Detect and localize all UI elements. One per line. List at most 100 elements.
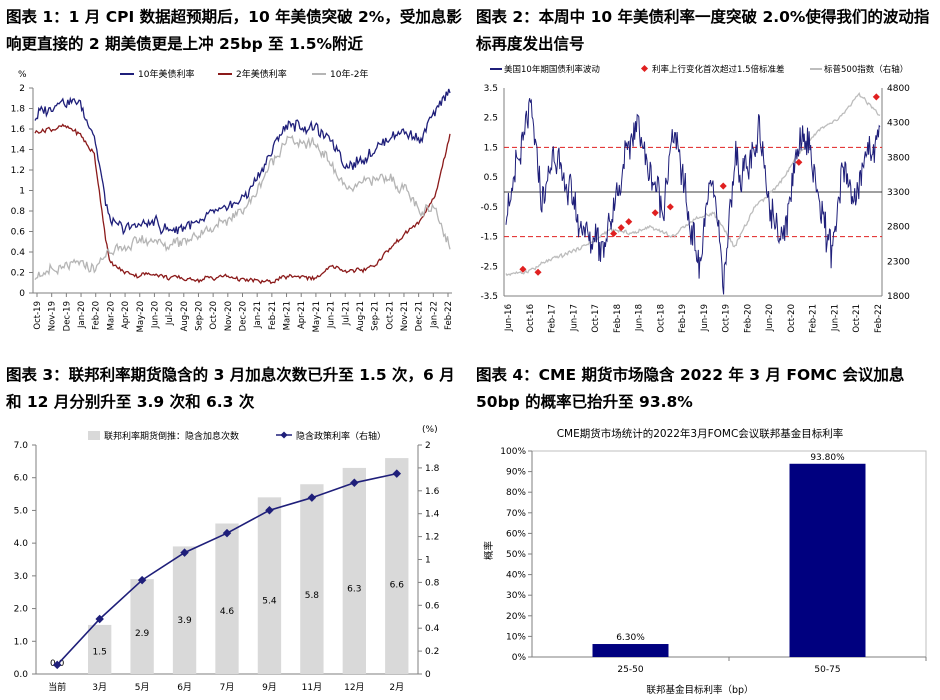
chart1-x-tick-label: Oct-19 [33, 301, 43, 330]
chart4-bar-label: 6.30% [616, 633, 645, 643]
chart2-legend: 美国10年期国债利率波动 利率上行变化首次超过1.5倍标准差 标普500指数（右轴） [490, 64, 908, 75]
chart1-x-tick-label: Oct-20 [209, 301, 219, 330]
chart3-bar-label: 6.3 [347, 585, 361, 595]
chart2-x-tick-label: Oct-16 [526, 304, 536, 333]
chart1-y-tick-label: 1.4 [11, 146, 26, 156]
chart2-signal-marker [651, 209, 659, 217]
chart1-x-tick-label: Dec-20 [239, 301, 249, 331]
chart4-y-tick-label: 0% [512, 653, 527, 663]
chart1-x-tick-label: Jun-20 [150, 301, 160, 329]
chart2-x-tick-label: Jun-16 [504, 304, 514, 332]
chart2-x-tick-label: Oct-20 [787, 304, 797, 333]
chart1-legend-label: 10年美债利率 [138, 68, 194, 80]
chart2-x-tick-label: Jun-21 [830, 304, 840, 332]
chart1-x-tick-label: Nov-21 [400, 301, 410, 331]
chart3-bar [300, 484, 324, 674]
chart3-bar-label: 4.6 [220, 607, 235, 617]
chart3-legend-label: 联邦利率期货倒推：隐含加息次数 [104, 430, 239, 442]
chart2-x-tick-label: Feb-19 [678, 304, 688, 333]
chart3-bar [385, 458, 409, 674]
chart3-legend-swatch [88, 431, 100, 440]
chart3-y2-tick-label: 0 [425, 670, 431, 680]
chart2-y-tick-label: -1.5 [480, 233, 498, 243]
chart2-y-tick-label: -3.5 [480, 292, 498, 302]
chart3-y-tick-label: 2.0 [14, 605, 29, 615]
chart2-y2-tick-label: 4800 [887, 84, 910, 94]
chart2-y-tick-label: -2.5 [480, 262, 498, 272]
chart2-signal-marker [872, 93, 880, 101]
chart3-rate-hike-count: 联邦利率期货倒推：隐含加息次数 隐含政策利率（右轴） (%) 0.0 1.0 2.0 3.… [14, 425, 440, 693]
chart4-y-tick-label: 50% [506, 550, 526, 560]
chart1-x-tick-label: May-21 [312, 301, 322, 332]
chart3-title: 图表 3：联邦利率期货隐含的 3 月加息次数已升至 1.5 次，6 月和 12 … [6, 366, 455, 411]
chart2-y-tick-label: 1.5 [484, 143, 498, 153]
chart2-y2-tick-label: 4300 [887, 119, 910, 129]
chart4-x-tick-label: 50-75 [814, 665, 840, 675]
chart1-x-tick-label: Aug-20 [180, 301, 190, 331]
chart2-x-tick-label: Jun-19 [700, 304, 710, 332]
chart1-y-tick-label: 2 [19, 84, 25, 94]
chart3-bar [257, 497, 282, 674]
chart3-x-tick-label: 6月 [177, 682, 192, 693]
chart1-series-line-1 [34, 123, 451, 285]
chart3-bar-label: 1.5 [93, 647, 107, 657]
chart1-x-tick-label: Jun-21 [327, 301, 337, 329]
chart3-legend: 联邦利率期货倒推：隐含加息次数 隐含政策利率（右轴） [88, 430, 386, 442]
chart1-series-line-2 [34, 134, 451, 281]
chart1-x-tick-label: Sep-20 [194, 301, 204, 331]
chart1-x-tick-label: Apr-20 [121, 301, 131, 329]
chart1-y-tick-label: 1 [19, 187, 25, 197]
chart3-y2-tick-label: 0.8 [425, 578, 440, 588]
chart4-y-tick-label: 20% [506, 612, 526, 622]
chart3-y-tick-label: 0.0 [14, 670, 29, 680]
chart1-x-tick-label: Jan-22 [429, 301, 439, 329]
chart3-x-tick-label: 2月 [389, 682, 404, 693]
chart2-y2-tick-label: 1800 [887, 292, 910, 302]
chart2-x-tick-label: Oct-21 [852, 304, 862, 333]
chart3-y2-tick-label: 0.6 [425, 601, 440, 611]
chart3-y2-tick-label: 1 [425, 556, 431, 566]
chart1-legend-label: 2年美债利率 [236, 68, 287, 80]
chart4-title: 图表 4：CME 期货市场隐含 2022 年 3 月 FOMC 会议加息 50b… [476, 366, 905, 411]
chart1-x-tick-label: Jan-21 [253, 301, 263, 329]
chart2-volatility-line [505, 98, 881, 295]
chart4-x-tick-label: 25-50 [617, 665, 643, 675]
chart2-legend-label: 标普500指数（右轴） [824, 64, 908, 75]
chart3-x-tick-label: 9月 [262, 682, 277, 693]
chart4-y-tick-label: 80% [506, 488, 526, 498]
chart1-legend-label: 10年-2年 [330, 68, 368, 80]
chart3-bar-label: 5.4 [262, 596, 277, 606]
chart4-y-tick-label: 10% [506, 632, 526, 642]
chart4-y-tick-label: 90% [506, 468, 526, 478]
chart1-x-tick-label: Feb-21 [268, 301, 278, 330]
chart2-signal-marker [625, 218, 633, 226]
chart3-x-tick-label: 11月 [302, 682, 322, 693]
chart2-signal-marker [617, 224, 625, 232]
chart3-bar-label: 3.9 [177, 616, 192, 626]
chart3-policy-rate-point [222, 528, 232, 538]
chart4-x-label: 联邦基金目标利率（bp） [646, 684, 753, 696]
chart1-y-tick-label: 0.2 [11, 269, 25, 279]
chart1-x-tick-label: Feb-20 [92, 301, 102, 330]
chart3-bar [172, 546, 197, 674]
chart3-bar-label: 5.8 [305, 591, 320, 601]
chart3-x-tick-label: 5月 [135, 682, 150, 693]
chart2-x-tick-label: Jun-17 [569, 304, 579, 332]
chart3-bar-label: 6.6 [390, 581, 405, 591]
chart2-x-tick-label: Feb-18 [613, 304, 623, 333]
chart2-x-tick-label: Feb-22 [874, 304, 884, 333]
chart3-bar [87, 624, 112, 674]
chart3-policy-rate-point [52, 660, 62, 670]
chart3-bar [130, 579, 154, 674]
chart1-y-tick-label: 1.6 [11, 125, 26, 135]
chart2-y2-tick-label: 2800 [887, 223, 910, 233]
chart3-bar [342, 467, 367, 674]
chart1-legend: 10年美债利率 2年美债利率 10年-2年 [120, 68, 368, 80]
chart2-signal-marker [666, 203, 674, 211]
chart2-title: 图表 2：本周中 10 年美债利率一度突破 2.0%使得我们的波动指标再度发出信… [476, 8, 930, 53]
chart1-x-tick-label: Mar-21 [283, 301, 293, 330]
chart2-sp500-line [505, 91, 881, 277]
chart1-treasury-yields: 10年美债利率 2年美债利率 10年-2年 % 0 0.2 0.4 0.6 0.8 1 1.2 1.… [11, 68, 454, 332]
chart3-policy-rate-point [307, 493, 317, 502]
chart3-x-tick-label: 3月 [92, 682, 107, 693]
